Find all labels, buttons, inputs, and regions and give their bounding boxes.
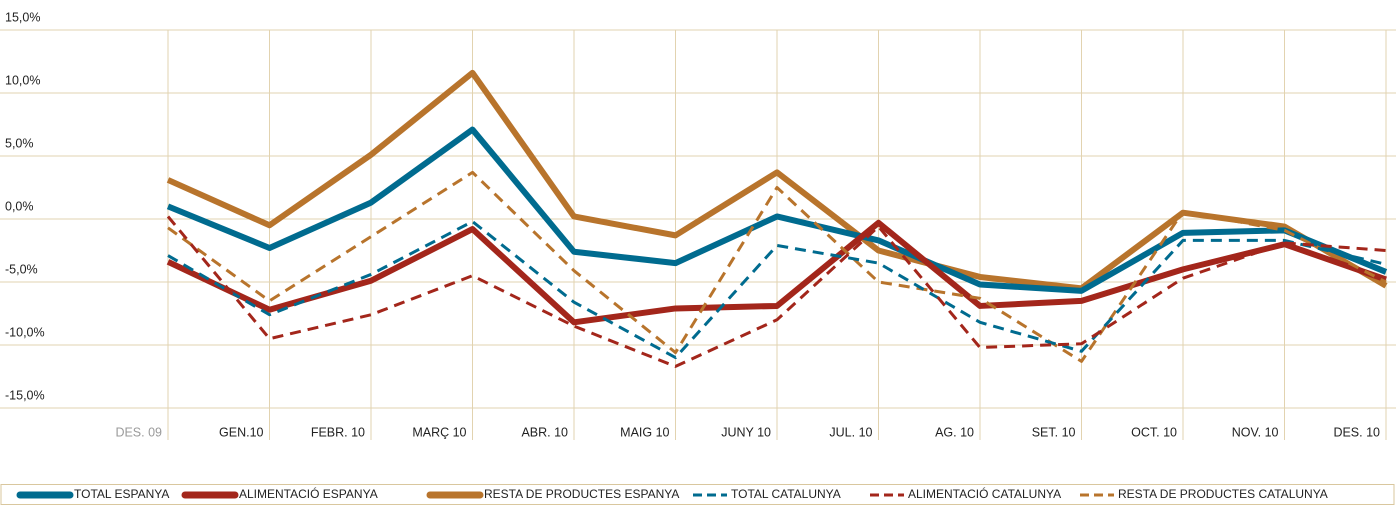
series-line: [166, 126, 1388, 294]
y-tick-label: -5,0%: [5, 262, 38, 276]
y-tick-label: 5,0%: [5, 136, 34, 150]
x-tick-label: MAIG 10: [620, 425, 669, 439]
x-tick-label: SET. 10: [1032, 425, 1076, 439]
x-tick-label: MARÇ 10: [412, 425, 466, 439]
series-line: [166, 219, 1387, 326]
x-tick-label: FEBR. 10: [311, 425, 365, 439]
y-tick-label: 0,0%: [5, 199, 34, 213]
x-tick-label: GEN.10: [219, 425, 264, 439]
x-tick-label: ABR. 10: [521, 425, 568, 439]
x-tick-label: OCT. 10: [1131, 425, 1177, 439]
legend-label: RESTA DE PRODUCTES CATALUNYA: [1118, 487, 1328, 501]
x-tick-label: JUNY 10: [721, 425, 771, 439]
legend-label: ALIMENTACIÓ CATALUNYA: [908, 486, 1061, 501]
x-tick-label: AG. 10: [935, 425, 974, 439]
x-tick-label: DES. 10: [1333, 425, 1380, 439]
x-tick-label: DES. 09: [115, 425, 162, 439]
series-line: [166, 215, 1387, 368]
legend-label: ALIMENTACIÓ ESPANYA: [239, 486, 378, 501]
series-line: [167, 170, 1387, 363]
y-tick-label: -10,0%: [5, 325, 45, 339]
x-tick-label: JUL. 10: [829, 425, 872, 439]
series-line: [167, 220, 1387, 360]
legend-label: TOTAL ESPANYA: [74, 487, 169, 501]
y-tick-label: 15,0%: [5, 10, 40, 24]
x-tick-label: NOV. 10: [1232, 425, 1279, 439]
y-tick-label: 10,0%: [5, 73, 40, 87]
legend-box: [0, 484, 1395, 505]
legend-label: RESTA DE PRODUCTES ESPANYA: [484, 487, 679, 501]
legend-label: TOTAL CATALUNYA: [731, 487, 841, 501]
y-tick-label: -15,0%: [5, 388, 45, 402]
